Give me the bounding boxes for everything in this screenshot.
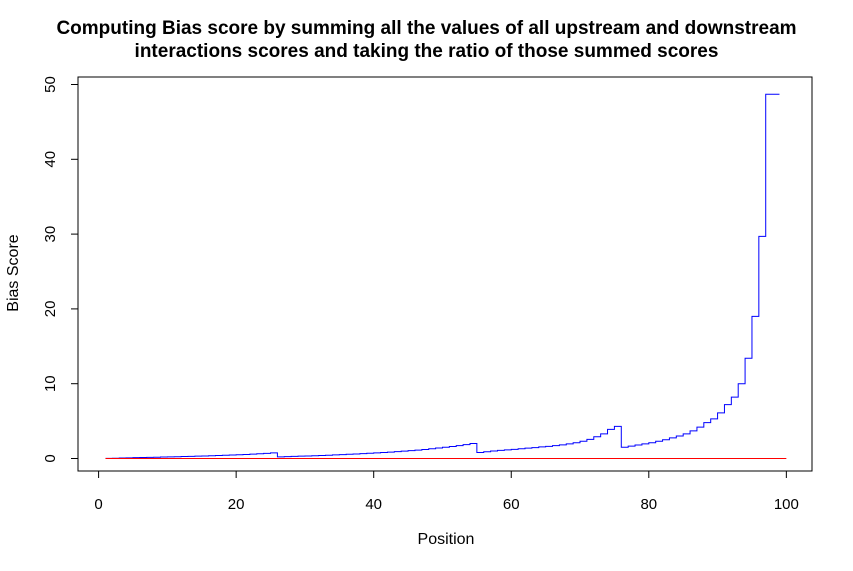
y-tick-label: 30 xyxy=(42,226,59,243)
y-tick-label: 10 xyxy=(42,375,59,392)
x-tick-label: 20 xyxy=(228,496,245,513)
x-tick-label: 100 xyxy=(774,496,799,513)
x-tick-label: 40 xyxy=(365,496,382,513)
x-axis-label: Position xyxy=(417,531,475,548)
y-tick-label: 40 xyxy=(42,151,59,168)
chart-title-line-1: Computing Bias score by summing all the … xyxy=(56,18,797,39)
y-tick-label: 20 xyxy=(42,301,59,318)
y-axis-label: Bias Score xyxy=(5,234,22,312)
plot-box xyxy=(77,76,813,472)
chart-title-line-2: interactions scores and taking the ratio… xyxy=(134,41,719,62)
x-tick-label: 60 xyxy=(503,496,520,513)
y-tick-label: 50 xyxy=(42,76,59,93)
series-line-1 xyxy=(105,93,780,459)
x-tick-label: 0 xyxy=(94,496,102,513)
x-tick-label: 80 xyxy=(640,496,657,513)
y-tick-label: 0 xyxy=(42,454,59,462)
